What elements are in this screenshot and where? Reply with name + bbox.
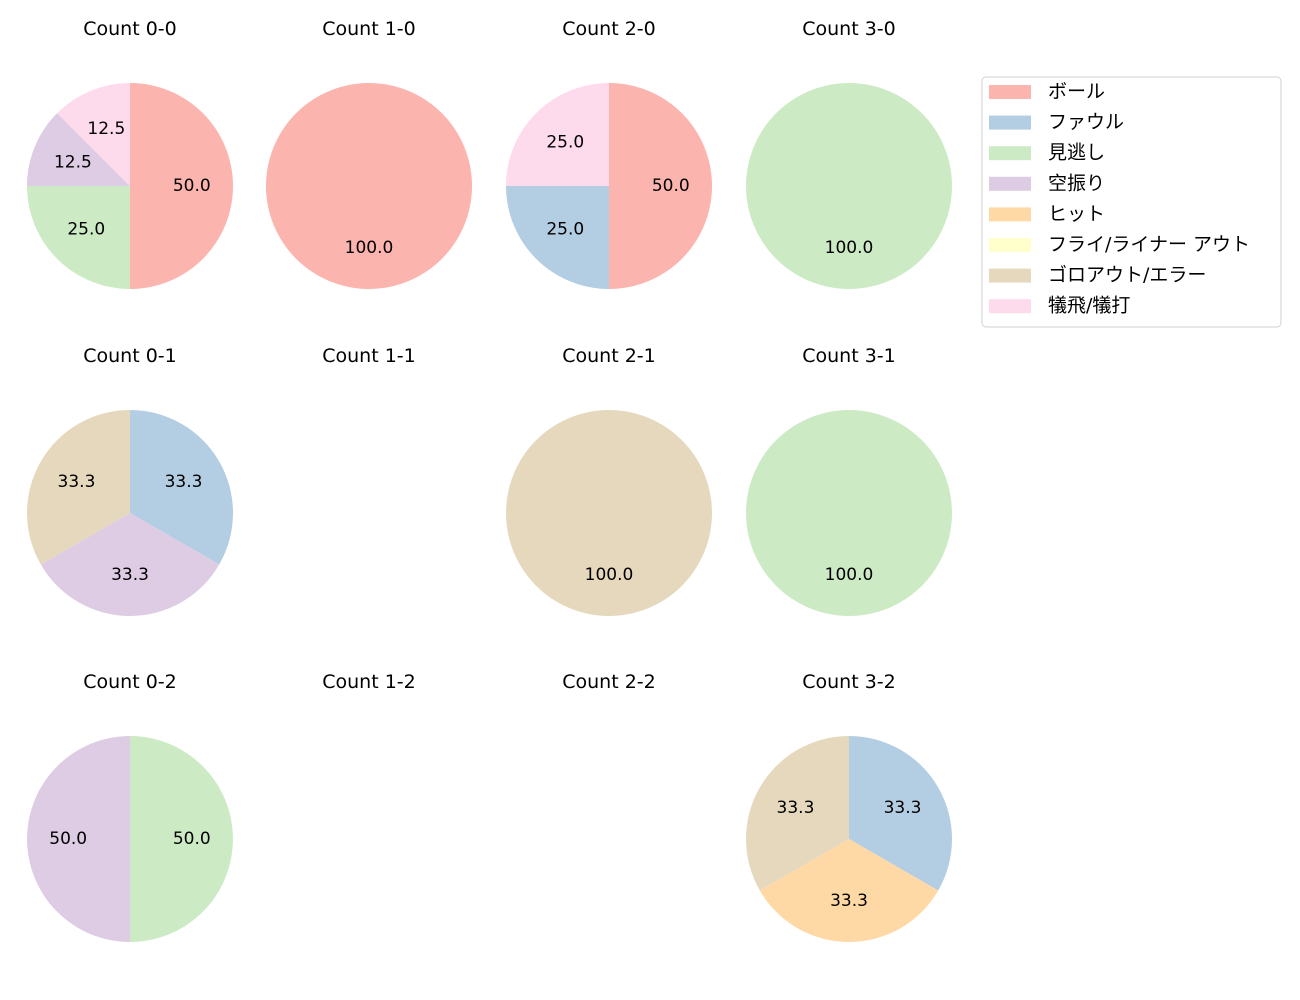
pie-slice-0 (609, 83, 712, 289)
slice-label: 33.3 (165, 472, 203, 492)
slice-label: 100.0 (585, 565, 634, 585)
slice-label: 100.0 (825, 565, 874, 585)
legend-label: 犠飛/犠打 (1048, 295, 1130, 317)
pie-slice-1 (130, 410, 233, 565)
slice-label: 25.0 (67, 220, 105, 240)
legend-label: 見逃し (1048, 142, 1105, 164)
legend-label: ボール (1048, 81, 1105, 103)
pie-title: Count 0-1 (83, 345, 177, 367)
legend-swatch (989, 85, 1031, 99)
pie-count-0-1: Count 0-1 33.3 33.3 33.3 (26, 345, 233, 616)
pie-slice-7 (506, 83, 609, 186)
pie-slice-7 (57, 83, 131, 186)
pie-title: Count 2-1 (562, 345, 656, 367)
legend-swatch (989, 207, 1031, 222)
pie-title: Count 3-0 (802, 18, 896, 40)
slice-label: 100.0 (345, 238, 394, 258)
legend-label: 空振り (1048, 172, 1105, 194)
pie-slice-3 (40, 513, 220, 616)
legend-label: ファウル (1048, 111, 1124, 133)
slice-label: 33.3 (111, 565, 149, 585)
slice-label: 33.3 (884, 798, 922, 818)
pie-count-0-2: Count 0-2 50.0 50.0 (27, 671, 233, 942)
pie-title: Count 3-1 (802, 345, 896, 367)
pie-slice-6 (26, 410, 130, 565)
pie-count-1-2: Count 1-2 (322, 671, 416, 693)
pie-slice-0 (266, 83, 472, 289)
pie-title: Count 1-2 (322, 671, 416, 693)
pie-slice-6 (745, 736, 849, 891)
legend-label: ヒット (1048, 203, 1105, 225)
pie-slice-2 (746, 410, 952, 616)
pie-title: Count 1-0 (322, 18, 416, 40)
pie-title: Count 2-2 (562, 671, 656, 693)
pie-count-3-1: Count 3-1 100.0 (746, 345, 952, 616)
slice-label: 50.0 (49, 829, 87, 849)
slice-label: 25.0 (546, 220, 584, 240)
pie-count-1-1: Count 1-1 (322, 345, 416, 367)
legend-swatch (989, 115, 1031, 130)
slice-label: 50.0 (173, 176, 211, 196)
pie-count-0-0: Count 0-0 50.0 25.0 12.5 12.5 (27, 18, 233, 289)
pie-count-2-1: Count 2-1 100.0 (506, 345, 712, 616)
pie-count-2-0: Count 2-0 50.0 25.0 25.0 (506, 18, 712, 289)
legend-swatch (989, 268, 1031, 283)
pie-slice-1 (506, 186, 609, 289)
legend-label: フライ/ライナー アウト (1048, 234, 1250, 256)
legend-swatch (989, 238, 1031, 252)
slice-label: 12.5 (87, 119, 125, 139)
slice-label: 33.3 (830, 891, 868, 911)
pie-title: Count 0-2 (83, 671, 177, 693)
pie-count-3-2: Count 3-2 33.3 33.3 33.3 (745, 671, 952, 942)
pie-count-1-0: Count 1-0 100.0 (266, 18, 472, 289)
pie-count-3-0: Count 3-0 100.0 (746, 18, 952, 289)
slice-label: 25.0 (546, 132, 584, 152)
pie-title: Count 3-2 (802, 671, 896, 693)
pie-title: Count 2-0 (562, 18, 656, 40)
pie-count-2-2: Count 2-2 (562, 671, 656, 693)
legend-swatch (989, 146, 1031, 161)
pie-title: Count 0-0 (83, 18, 177, 40)
pie-slice-3 (27, 736, 130, 942)
pie-slice-1 (849, 736, 952, 891)
legend-swatch (989, 176, 1031, 191)
pie-slice-2 (27, 186, 130, 289)
pie-slice-4 (759, 839, 939, 942)
pie-slice-2 (130, 736, 233, 942)
legend-swatch (989, 299, 1031, 314)
pie-title: Count 1-1 (322, 345, 416, 367)
pie-slice-3 (27, 113, 130, 186)
slice-label: 33.3 (58, 472, 96, 492)
slice-label: 33.3 (777, 798, 815, 818)
slice-label: 12.5 (54, 152, 92, 172)
legend-label: ゴロアウト/エラー (1048, 264, 1206, 286)
pie-slice-2 (746, 83, 952, 289)
legend-frame (981, 76, 1282, 328)
pie-slice-0 (130, 83, 233, 289)
slice-label: 50.0 (173, 829, 211, 849)
slice-label: 100.0 (825, 238, 874, 258)
slice-label: 50.0 (652, 176, 690, 196)
pie-slice-6 (506, 410, 712, 616)
